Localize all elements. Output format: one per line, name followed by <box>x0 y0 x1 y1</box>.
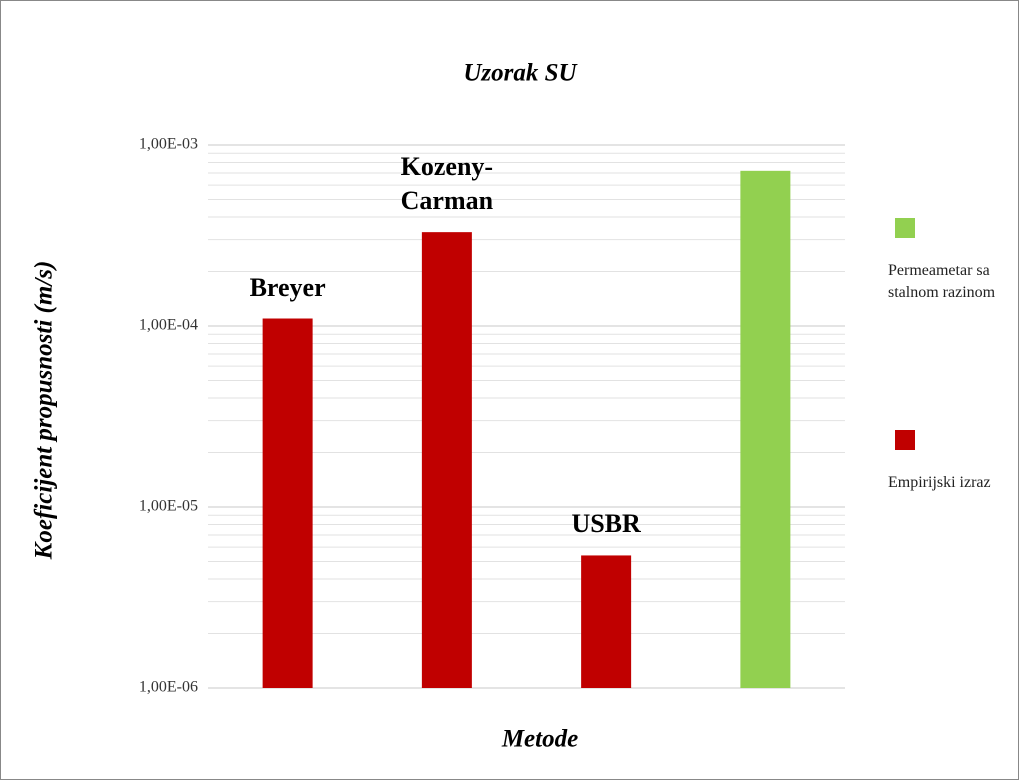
y-axis-label: Koeficijent propusnosti (m/s) <box>31 261 58 561</box>
x-axis-label: Metode <box>501 726 578 753</box>
y-tick-label: 1,00E-06 <box>139 679 198 696</box>
y-tick-label: 1,00E-05 <box>139 498 198 515</box>
legend-label: Empirijski izraz <box>888 474 991 491</box>
y-tick-label: 1,00E-03 <box>139 136 198 153</box>
legend-swatch <box>895 218 915 238</box>
bar <box>262 318 313 688</box>
category-label: Breyer <box>249 272 326 302</box>
bar <box>740 170 791 688</box>
chart-title: Uzorak SU <box>463 60 578 87</box>
legend-swatch <box>895 430 915 450</box>
category-label: USBR <box>571 509 641 539</box>
y-tick-label: 1,00E-04 <box>139 317 198 334</box>
legend-label: Permeametar sa stalnom razinom <box>888 262 996 301</box>
bar <box>421 232 472 688</box>
category-label: Kozeny- Carman <box>400 152 494 216</box>
bar <box>581 555 632 688</box>
